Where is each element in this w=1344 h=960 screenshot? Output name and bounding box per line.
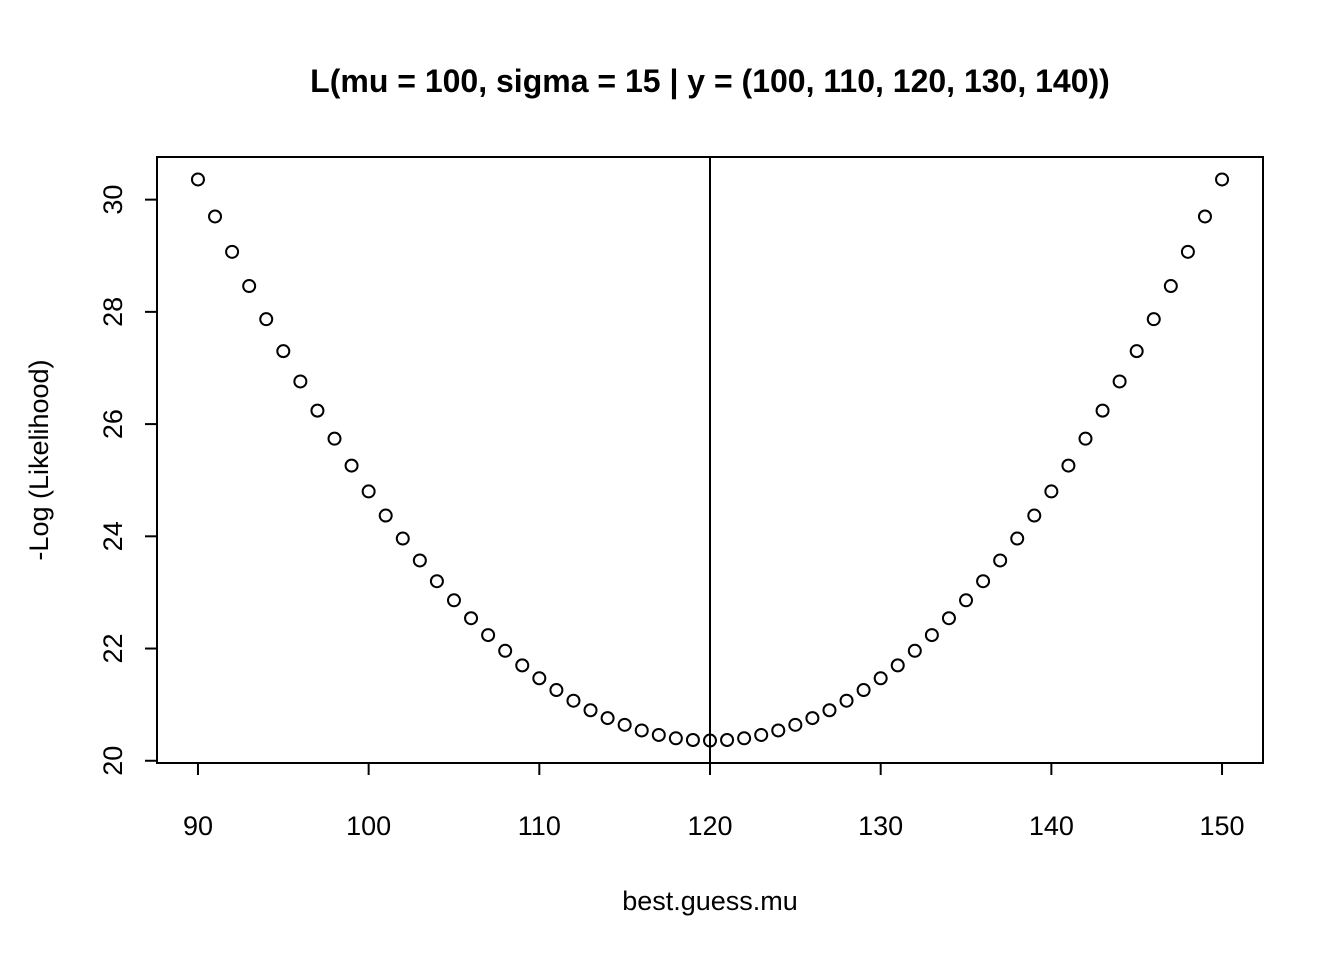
point (754, 727, 769, 742)
y-tick-label: 30 (98, 185, 128, 215)
point (498, 643, 513, 658)
point (737, 731, 752, 746)
point (378, 508, 393, 523)
point (515, 658, 530, 673)
chart-title: L(mu = 100, sigma = 15 | y = (100, 110, … (310, 63, 1110, 99)
point (446, 593, 461, 608)
point (1146, 312, 1161, 327)
point (1112, 374, 1127, 389)
point (634, 723, 649, 738)
point (600, 711, 615, 726)
point (208, 209, 223, 224)
point (276, 344, 291, 359)
point (310, 403, 325, 418)
point (651, 727, 666, 742)
point (822, 703, 837, 718)
point (788, 717, 803, 732)
point (1027, 508, 1042, 523)
point (481, 628, 496, 643)
point (1129, 344, 1144, 359)
point (395, 531, 410, 546)
point (924, 628, 939, 643)
point (839, 693, 854, 708)
point (327, 431, 342, 446)
point (344, 458, 359, 473)
y-tick-label: 22 (98, 634, 128, 664)
point (293, 374, 308, 389)
point (1197, 209, 1212, 224)
point (771, 723, 786, 738)
point (873, 671, 888, 686)
point (907, 643, 922, 658)
point (532, 671, 547, 686)
point (1095, 403, 1110, 418)
point (242, 279, 257, 294)
point (890, 658, 905, 673)
point (225, 244, 240, 259)
x-tick-label: 110 (518, 811, 561, 841)
point (259, 312, 274, 327)
point (1180, 244, 1195, 259)
y-tick-label: 24 (98, 521, 128, 551)
x-tick-label: 120 (687, 811, 732, 841)
y-axis-label: -Log (Likelihood) (24, 359, 54, 560)
point (583, 703, 598, 718)
point (1078, 431, 1093, 446)
point (361, 484, 376, 499)
point (429, 574, 444, 589)
point (1163, 279, 1178, 294)
x-tick-label: 140 (1029, 811, 1074, 841)
point (856, 683, 871, 698)
point (685, 732, 700, 747)
point (720, 732, 735, 747)
y-tick-label: 26 (98, 409, 128, 439)
x-tick-label: 100 (346, 811, 391, 841)
point (1044, 484, 1059, 499)
x-tick-label: 90 (183, 811, 213, 841)
point (703, 733, 717, 748)
x-tick-label: 150 (1200, 811, 1245, 841)
point (549, 683, 564, 698)
point (1010, 531, 1025, 546)
point (190, 172, 205, 187)
y-tick-label: 28 (98, 297, 128, 327)
point (464, 611, 479, 626)
point (976, 574, 991, 589)
point (617, 717, 632, 732)
point (412, 553, 427, 568)
point (1215, 172, 1230, 187)
point (1061, 458, 1076, 473)
x-axis-label: best.guess.mu (622, 886, 798, 916)
point (993, 553, 1008, 568)
point (941, 611, 956, 626)
y-tick-label: 20 (98, 746, 128, 776)
point (566, 693, 581, 708)
point (668, 731, 683, 746)
point (805, 711, 820, 726)
x-tick-label: 130 (858, 811, 903, 841)
point (959, 593, 974, 608)
